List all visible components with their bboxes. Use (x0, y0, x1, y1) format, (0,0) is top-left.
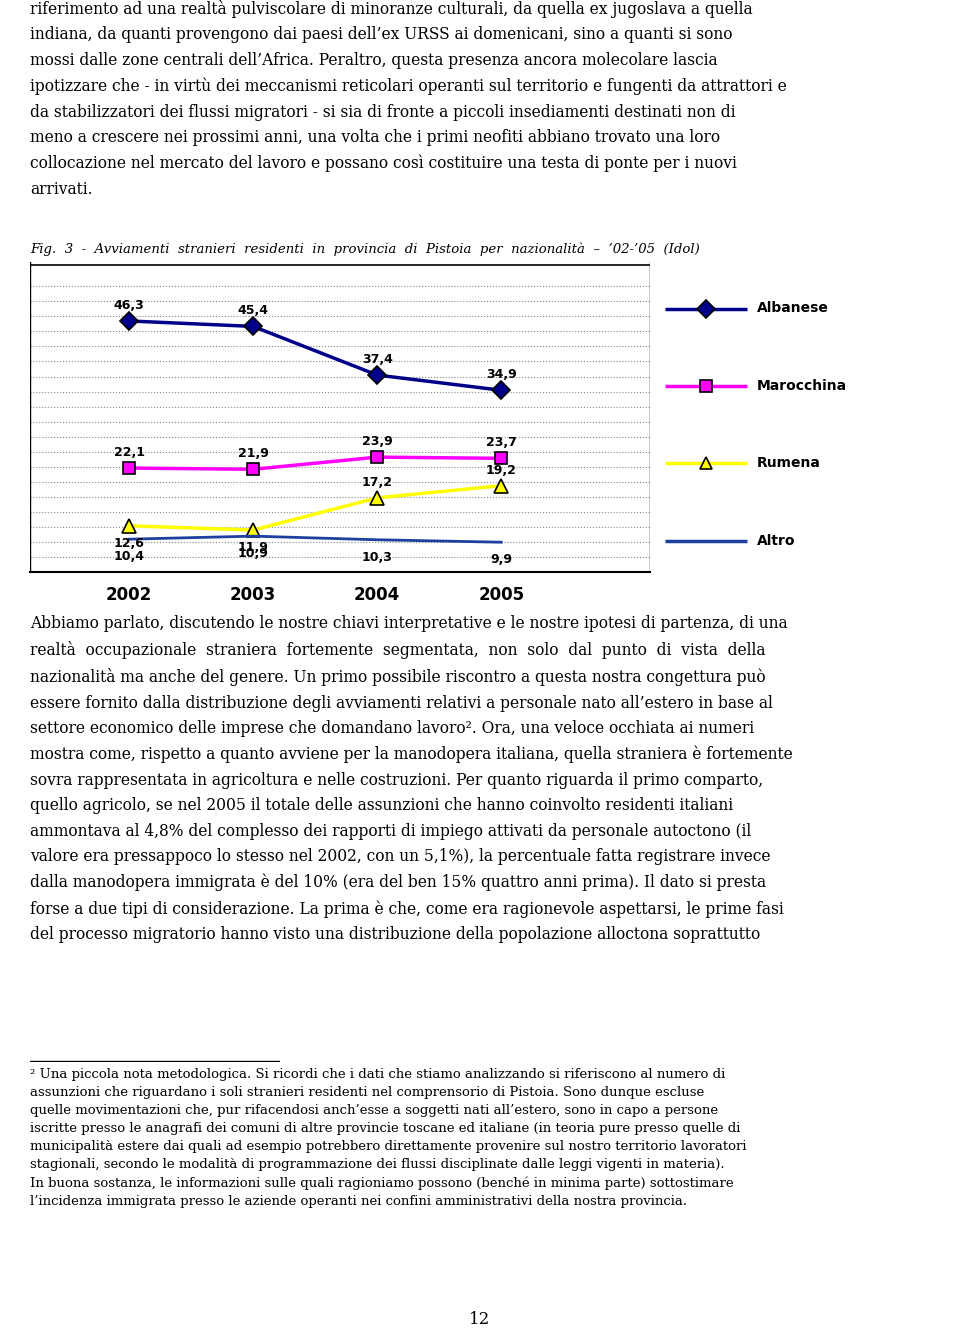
Marocchina (124, 460, 135, 476)
Text: 17,2: 17,2 (362, 476, 393, 488)
Text: Rumena: Rumena (756, 456, 821, 471)
Line: Albanese: Albanese (123, 315, 508, 397)
Text: 23,7: 23,7 (486, 436, 516, 449)
Text: Albanese: Albanese (756, 302, 828, 315)
Text: 34,9: 34,9 (486, 369, 516, 381)
Text: Marocchina: Marocchina (756, 380, 847, 393)
Line: Altro: Altro (130, 536, 501, 542)
Line: Marocchina: Marocchina (124, 452, 507, 475)
Text: 12: 12 (469, 1311, 491, 1329)
Line: Rumena: Rumena (122, 479, 508, 536)
Text: 21,9: 21,9 (238, 447, 269, 460)
Albanese (248, 318, 259, 334)
Altro (372, 532, 383, 548)
Albanese (372, 367, 383, 384)
Text: ² Una piccola nota metodologica. Si ricordi che i dati che stiamo analizzando si: ² Una piccola nota metodologica. Si rico… (30, 1067, 747, 1208)
Marocchina (495, 451, 507, 467)
Rumena (124, 518, 135, 534)
Text: 46,3: 46,3 (114, 299, 145, 312)
Text: Fig.  3  -  Avviamenti  stranieri  residenti  in  provincia  di  Pistoia  per  n: Fig. 3 - Avviamenti stranieri residenti … (30, 243, 700, 256)
Text: 10,3: 10,3 (362, 551, 393, 563)
Text: Altro: Altro (756, 534, 795, 548)
Text: 37,4: 37,4 (362, 353, 393, 366)
Rumena (495, 477, 507, 493)
Altro (124, 531, 135, 547)
Rumena (372, 489, 383, 506)
Text: 12,6: 12,6 (114, 536, 145, 550)
Marocchina (372, 449, 383, 465)
Text: riferimento ad una realtà pulviscolare di minoranze culturali, da quella ex jugo: riferimento ad una realtà pulviscolare d… (30, 0, 787, 198)
Text: 10,4: 10,4 (113, 550, 145, 563)
Altro (248, 528, 259, 544)
Marocchina (248, 461, 259, 477)
Text: 10,9: 10,9 (238, 547, 269, 561)
Text: 19,2: 19,2 (486, 464, 516, 476)
Text: Abbiamo parlato, discutendo le nostre chiavi interpretative e le nostre ipotesi : Abbiamo parlato, discutendo le nostre ch… (30, 616, 793, 943)
Text: 11,9: 11,9 (238, 540, 269, 554)
Text: 22,1: 22,1 (113, 447, 145, 459)
Text: 45,4: 45,4 (238, 304, 269, 318)
Rumena (248, 522, 259, 538)
Text: 23,9: 23,9 (362, 434, 393, 448)
Text: 9,9: 9,9 (491, 552, 513, 566)
Albanese (495, 382, 507, 398)
Altro (495, 534, 507, 550)
Albanese (124, 312, 135, 329)
